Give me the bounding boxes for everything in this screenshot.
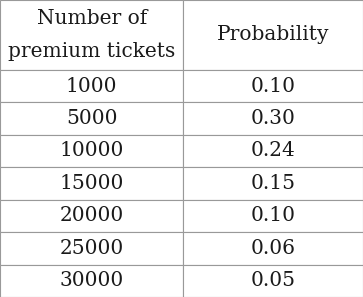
Text: 0.30: 0.30 [251,109,295,128]
Bar [0,265,183,297]
Text: 0.05: 0.05 [251,271,295,290]
Bar [183,0,363,70]
Bar [183,200,363,232]
Text: 1000: 1000 [66,77,117,96]
Bar [0,102,183,135]
Text: Probability: Probability [217,25,329,44]
Text: premium tickets: premium tickets [8,42,175,61]
Text: 30000: 30000 [60,271,124,290]
Bar [0,0,183,70]
Bar [183,70,363,102]
Bar [0,135,183,167]
Bar [0,167,183,200]
Text: 0.15: 0.15 [251,174,295,193]
Text: 0.10: 0.10 [251,206,295,225]
Bar [183,265,363,297]
Text: 20000: 20000 [60,206,124,225]
Text: 15000: 15000 [60,174,124,193]
Text: 0.06: 0.06 [251,239,295,258]
Bar [0,232,183,265]
Bar [0,200,183,232]
Bar [183,135,363,167]
Text: 25000: 25000 [60,239,124,258]
Bar [183,102,363,135]
Text: 10000: 10000 [60,141,124,160]
Bar [0,70,183,102]
Text: 0.24: 0.24 [251,141,295,160]
Bar [183,167,363,200]
Bar [183,232,363,265]
Text: 5000: 5000 [66,109,117,128]
Text: Number of: Number of [37,9,147,28]
Text: 0.10: 0.10 [251,77,295,96]
